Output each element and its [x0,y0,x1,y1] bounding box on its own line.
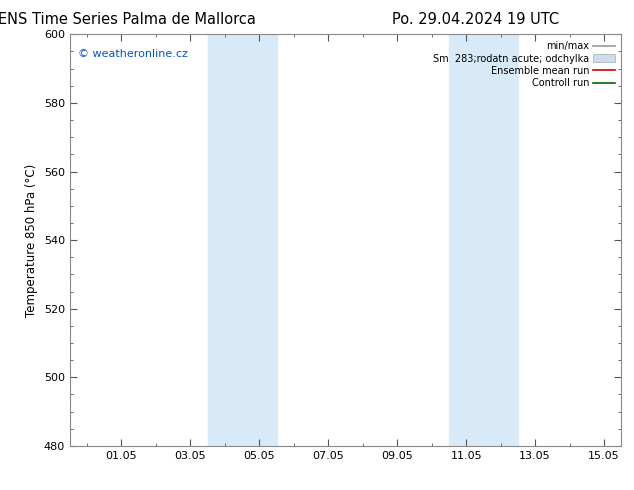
Legend: min/max, Sm  283;rodatn acute; odchylka, Ensemble mean run, Controll run: min/max, Sm 283;rodatn acute; odchylka, … [431,39,616,90]
Text: ENS Time Series Palma de Mallorca: ENS Time Series Palma de Mallorca [0,12,256,27]
Bar [449,34,518,446]
Text: Po. 29.04.2024 19 UTC: Po. 29.04.2024 19 UTC [392,12,559,27]
Text: © weatheronline.cz: © weatheronline.cz [78,49,188,59]
Y-axis label: Temperature 850 hPa (°C): Temperature 850 hPa (°C) [25,164,38,317]
Bar [207,34,276,446]
